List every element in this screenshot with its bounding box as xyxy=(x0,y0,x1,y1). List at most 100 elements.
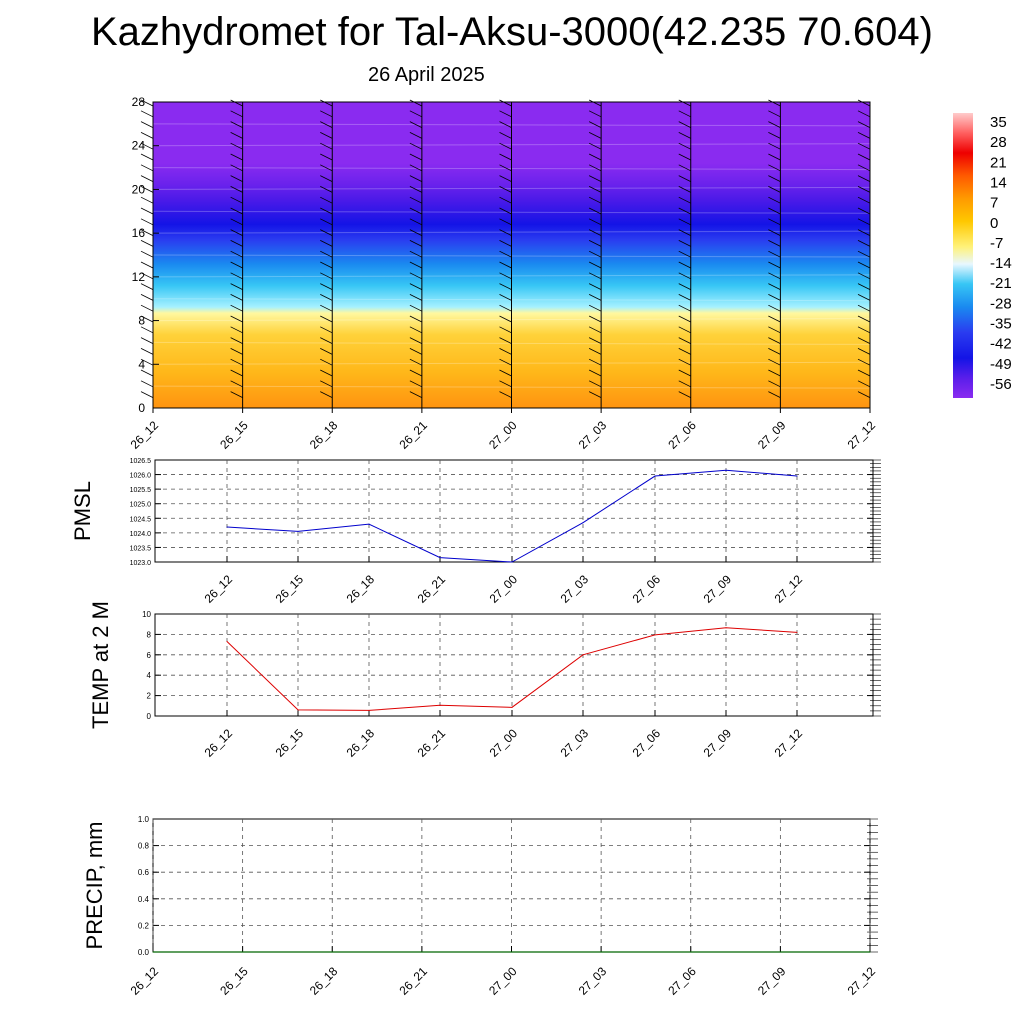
colorbar-label: -14 xyxy=(990,255,1012,272)
wind-barb xyxy=(499,164,512,172)
colorbar-label: -21 xyxy=(990,275,1012,292)
data-point xyxy=(582,654,584,656)
y-tick-label: 1026.5 xyxy=(130,458,152,465)
wind-barb xyxy=(140,207,154,215)
x-tick-label: 26_12 xyxy=(128,418,162,452)
y-tick-label: 1025.5 xyxy=(130,487,152,494)
wind-barb xyxy=(768,337,781,344)
wind-barb xyxy=(768,369,781,377)
wind-barb xyxy=(230,186,243,193)
wind-barb xyxy=(230,110,243,118)
x-tick-label: 26_12 xyxy=(128,964,162,998)
wind-barb xyxy=(768,391,781,398)
wind-barb xyxy=(140,369,154,377)
wind-barb xyxy=(768,142,781,150)
wind-barb xyxy=(409,207,423,215)
data-point xyxy=(725,469,727,471)
wind-barb xyxy=(857,142,871,150)
wind-barb xyxy=(588,175,602,182)
wind-barb xyxy=(588,304,602,312)
wind-barb xyxy=(857,250,871,258)
wind-barb xyxy=(140,110,154,118)
data-point xyxy=(654,634,656,636)
wind-barb xyxy=(140,218,154,226)
wind-barb xyxy=(320,326,333,334)
wind-barb xyxy=(320,380,333,388)
wind-barb xyxy=(499,358,512,366)
wind-barb xyxy=(857,110,871,118)
wind-barb xyxy=(409,142,423,150)
wind-barb xyxy=(499,283,512,290)
wind-barb xyxy=(499,391,512,398)
wind-barb xyxy=(588,207,602,215)
wind-barb xyxy=(678,142,691,150)
plot-frame xyxy=(154,613,874,717)
wind-barb xyxy=(588,337,602,344)
wind-barb xyxy=(320,121,333,128)
wind-barb xyxy=(320,294,333,301)
wind-barb xyxy=(588,283,602,290)
x-tick-label: 27_06 xyxy=(665,418,699,452)
y-tick-label: 28 xyxy=(132,95,146,109)
data-point xyxy=(226,641,228,643)
wind-barb xyxy=(320,207,333,215)
x-tick-label: 27_06 xyxy=(665,964,699,998)
wind-barb xyxy=(409,164,423,172)
wind-barb xyxy=(320,196,333,204)
wind-barb xyxy=(768,153,781,161)
x-tick-label: 27_00 xyxy=(486,418,520,452)
x-tick-label: 26_12 xyxy=(202,572,236,606)
wind-barb xyxy=(678,175,691,182)
wind-barb xyxy=(588,153,602,161)
wind-barb xyxy=(768,250,781,258)
wind-barb xyxy=(857,153,871,161)
data-point xyxy=(779,951,781,953)
wind-barb xyxy=(678,229,691,236)
y-tick-label: 1024.5 xyxy=(130,516,152,523)
wind-barb xyxy=(588,348,602,355)
wind-barb xyxy=(857,240,871,247)
wind-barb xyxy=(857,229,871,236)
wind-barb xyxy=(409,153,423,161)
wind-barb xyxy=(409,99,423,107)
wind-barb xyxy=(588,229,602,236)
wind-barb xyxy=(499,229,512,236)
wind-barb xyxy=(409,110,423,118)
wind-barb xyxy=(140,121,154,128)
wind-barb xyxy=(409,315,423,323)
wind-barb xyxy=(678,380,691,388)
wind-barb xyxy=(857,186,871,193)
y-tick-label: 12 xyxy=(132,270,146,284)
wind-barb xyxy=(140,153,154,161)
y-tick-label: 0.4 xyxy=(138,895,150,904)
wind-barb xyxy=(588,358,602,366)
x-tick-label: 27_09 xyxy=(701,572,735,606)
colorbar-label: 7 xyxy=(990,195,998,212)
wind-barb xyxy=(499,250,512,258)
wind-barb xyxy=(230,391,243,398)
data-point xyxy=(297,709,299,711)
x-tick-label: 27_09 xyxy=(755,418,789,452)
wind-barb xyxy=(320,369,333,377)
y-tick-label: 0.6 xyxy=(138,868,150,877)
wind-barb xyxy=(768,186,781,193)
wind-barb xyxy=(768,348,781,355)
data-point xyxy=(368,709,370,711)
wind-barb xyxy=(588,132,602,139)
wind-barb xyxy=(678,391,691,398)
x-tick-label: 26_21 xyxy=(396,964,430,998)
wind-barb xyxy=(499,186,512,193)
wind-barb xyxy=(230,164,243,172)
data-point xyxy=(421,951,423,953)
wind-barb xyxy=(409,348,423,355)
wind-barb xyxy=(409,196,423,204)
x-tick-label: 27_06 xyxy=(630,572,664,606)
x-tick-label: 26_15 xyxy=(217,964,251,998)
wind-barb xyxy=(678,304,691,312)
y-axis-label: PMSL xyxy=(70,481,95,541)
wind-barb xyxy=(768,229,781,236)
x-tick-label: 26_21 xyxy=(415,572,449,606)
colorbar xyxy=(953,113,973,398)
x-tick-label: 27_03 xyxy=(576,964,610,998)
wind-barb xyxy=(140,326,154,334)
